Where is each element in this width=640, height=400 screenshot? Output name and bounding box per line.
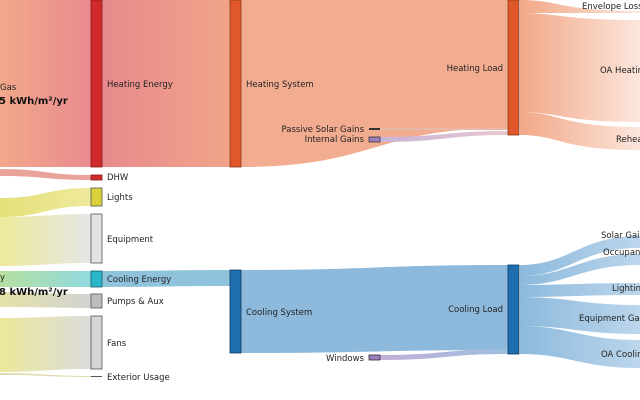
label-heating-energy: Heating Energy bbox=[107, 80, 173, 90]
label-pumps-aux: Pumps & Aux bbox=[107, 297, 164, 307]
link-cooling-system-load bbox=[241, 265, 508, 353]
label-electricity-value: 8 kWh/m²/yr bbox=[0, 287, 68, 298]
node-lights bbox=[90, 187, 103, 207]
node-fans bbox=[90, 315, 103, 370]
label-lighting: Lighting bbox=[612, 284, 640, 294]
label-lights: Lights bbox=[107, 193, 133, 203]
label-internal-gains: Internal Gains bbox=[305, 135, 365, 145]
label-equipment-gains: Equipment Gains bbox=[579, 314, 640, 324]
label-windows: Windows bbox=[326, 354, 365, 364]
label-reheat: Reheat bbox=[616, 135, 640, 145]
link-cooling-load-lighting bbox=[520, 283, 640, 297]
node-exterior-usage bbox=[91, 376, 102, 377]
label-cooling-energy: Cooling Energy bbox=[107, 275, 171, 285]
label-heating-load: Heating Load bbox=[447, 64, 503, 74]
link-elec-exterior bbox=[0, 373, 91, 377]
label-cooling-load: Cooling Load bbox=[448, 305, 503, 315]
node-cooling-system bbox=[229, 269, 242, 354]
node-cooling-load bbox=[507, 264, 520, 355]
node-equipment bbox=[90, 213, 103, 264]
link-windows-cooling-load bbox=[380, 349, 508, 360]
node-heating-energy bbox=[90, 0, 103, 168]
link-heating-load-oa bbox=[520, 13, 640, 122]
link-heating-load-envelope bbox=[520, 0, 640, 13]
link-cooling-load-solar bbox=[520, 236, 640, 276]
link-internal-gains-heating-load bbox=[380, 131, 508, 142]
link-gas-heating-energy bbox=[0, 0, 91, 167]
label-occupants: Occupants bbox=[603, 248, 640, 258]
label-oa-cooling: OA Cooling bbox=[601, 350, 640, 360]
link-elec-pumps bbox=[0, 292, 91, 308]
link-elec-fans bbox=[0, 316, 91, 372]
node-heating-system bbox=[229, 0, 242, 168]
label-gas: Gas bbox=[0, 83, 17, 93]
link-cooling-load-oa bbox=[520, 326, 640, 368]
link-elec-lights bbox=[0, 188, 91, 217]
link-gas-dhw bbox=[0, 169, 91, 180]
label-fans: Fans bbox=[107, 339, 127, 349]
label-exterior-usage: Exterior Usage bbox=[107, 373, 170, 383]
node-cooling-energy bbox=[90, 270, 103, 288]
label-equipment: Equipment bbox=[107, 235, 154, 245]
node-heating-load bbox=[507, 0, 520, 136]
node-passive-solar-gains bbox=[369, 128, 380, 130]
label-envelope-losses: Envelope Losses bbox=[582, 2, 640, 12]
label-solar-gains: Solar Gains bbox=[601, 231, 640, 241]
label-electricity: y bbox=[0, 273, 5, 283]
link-cooling-energy-system bbox=[102, 270, 230, 287]
link-passive-solar-heating-load bbox=[380, 128, 508, 130]
node-pumps-aux bbox=[90, 293, 103, 309]
label-heating-system: Heating System bbox=[246, 80, 314, 90]
node-dhw bbox=[90, 174, 103, 181]
label-passive-solar-gains: Passive Solar Gains bbox=[282, 125, 365, 135]
label-dhw: DHW bbox=[107, 173, 129, 183]
link-cooling-load-occupants bbox=[520, 254, 640, 285]
link-elec-equipment bbox=[0, 214, 91, 266]
link-heating-system-load bbox=[241, 0, 508, 167]
node-internal-gains bbox=[368, 136, 381, 143]
label-gas-value: 5 kWh/m²/yr bbox=[0, 96, 68, 107]
link-heating-load-reheat bbox=[520, 112, 640, 150]
link-cooling-load-equipment bbox=[520, 297, 640, 334]
link-elec-cooling-energy bbox=[0, 271, 91, 287]
label-cooling-system: Cooling System bbox=[246, 308, 312, 318]
label-oa-heating: OA Heating bbox=[600, 66, 640, 76]
link-heating-energy-system bbox=[102, 0, 230, 167]
node-windows bbox=[368, 354, 381, 361]
